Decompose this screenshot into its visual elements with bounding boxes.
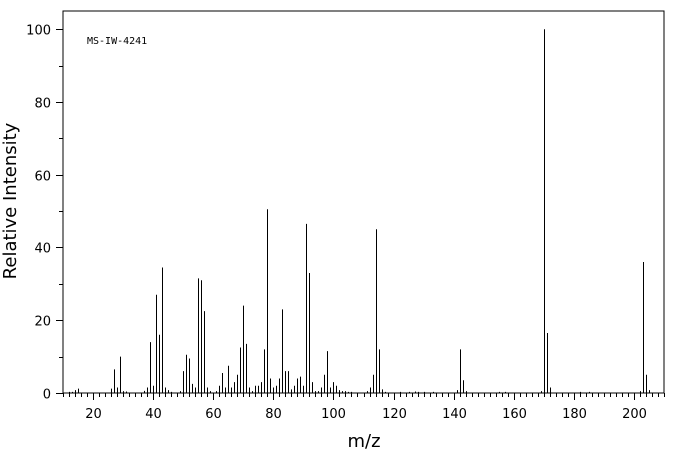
x-tick-label: 160 <box>502 407 527 422</box>
plot-frame <box>62 10 665 394</box>
peaks-layer <box>69 29 650 393</box>
x-tick-label: 80 <box>265 407 282 422</box>
spectrum-annotation: MS-IW-4241 <box>87 36 147 47</box>
y-tick-label: 80 <box>34 97 51 112</box>
x-tick-label: 140 <box>442 407 467 422</box>
x-tick-label: 20 <box>85 407 102 422</box>
labels-layer: 20 40 60 80 100 120 140 160 180 200 0 20 40 60 80 100 <box>26 24 647 423</box>
y-tick-label: 20 <box>34 315 51 330</box>
y-tick-label: 40 <box>34 242 51 257</box>
axes-layer <box>56 10 665 400</box>
x-axis-title: m/z <box>347 431 380 452</box>
x-tick-label: 120 <box>382 407 407 422</box>
y-tick-label: 60 <box>34 170 51 185</box>
x-tick-label: 100 <box>321 407 346 422</box>
x-tick-label: 40 <box>145 407 162 422</box>
y-axis-title: Relative Intensity <box>0 122 21 279</box>
x-tick-label: 60 <box>205 407 222 422</box>
y-tick-label: 100 <box>26 24 51 39</box>
x-tick-label: 180 <box>562 407 587 422</box>
x-tick-label: 200 <box>622 407 647 422</box>
y-tick-label: 0 <box>43 388 51 403</box>
